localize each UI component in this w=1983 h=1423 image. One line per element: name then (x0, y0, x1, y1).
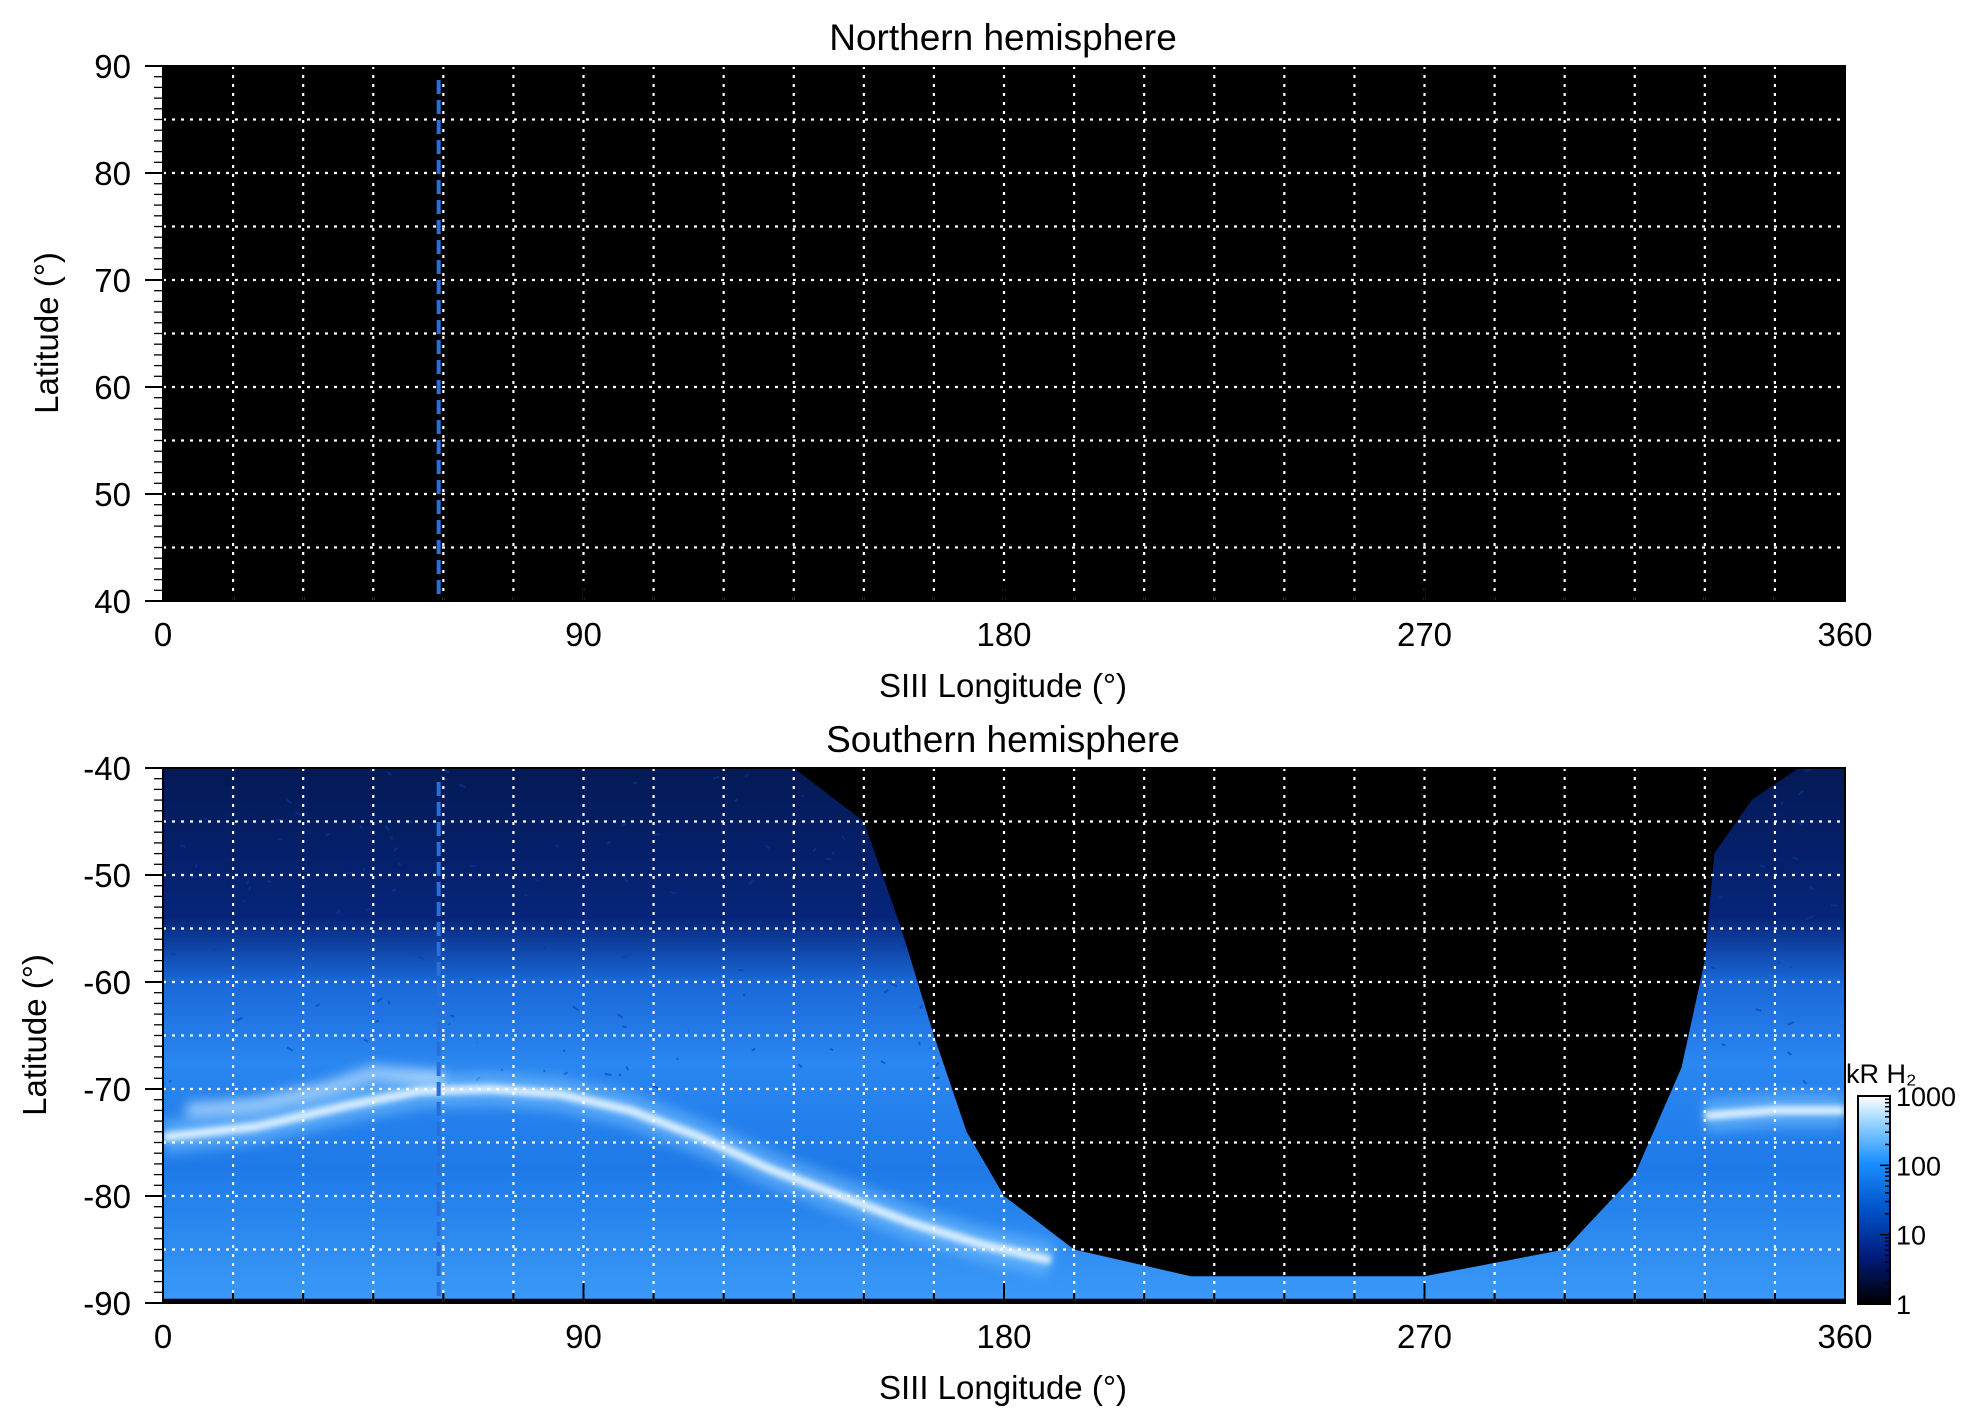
y-tick-label: -40 (83, 750, 131, 787)
x-tick-label: 180 (976, 1318, 1031, 1355)
north-title: Northern hemisphere (829, 17, 1177, 58)
y-tick-label: 60 (94, 369, 131, 406)
north-axes: 0 90 180 270 360 40 50 60 70 80 90 (94, 48, 1872, 653)
north-ylabel: Latitude (°) (28, 252, 65, 414)
north-xlabel: SIII Longitude (°) (879, 667, 1127, 704)
colorbar-label: kR H₂ (1846, 1059, 1916, 1089)
south-grid (163, 768, 1845, 1303)
x-tick-label: 90 (565, 1318, 602, 1355)
x-tick-label: 0 (154, 1318, 172, 1355)
south-ylabel: Latitude (°) (16, 954, 53, 1116)
y-tick-label: -50 (83, 857, 131, 894)
y-tick-label: 90 (94, 48, 131, 85)
y-tick-label: 70 (94, 262, 131, 299)
colorbar: kR H₂ 1 10 100 1000 (1846, 1059, 1956, 1320)
colorbar-tick-label: 1000 (1896, 1082, 1956, 1112)
y-tick-label: -80 (83, 1178, 131, 1215)
colorbar-tick-label: 10 (1896, 1221, 1926, 1251)
south-panel: Southern hemisphere 0 90 180 270 360 -40 -50 -6… (16, 719, 1873, 1406)
y-tick-label: -60 (83, 964, 131, 1001)
x-tick-label: 270 (1397, 1318, 1452, 1355)
y-tick-label: -70 (83, 1071, 131, 1108)
y-tick-label: 40 (94, 583, 131, 620)
south-xlabel: SIII Longitude (°) (879, 1369, 1127, 1406)
north-grid (163, 66, 1845, 601)
south-title: Southern hemisphere (826, 719, 1180, 760)
x-tick-label: 270 (1397, 616, 1452, 653)
y-tick-label: 50 (94, 476, 131, 513)
south-unobserved-region (793, 768, 1799, 1277)
x-tick-label: 90 (565, 616, 602, 653)
y-tick-label: 80 (94, 155, 131, 192)
x-tick-label: 0 (154, 616, 172, 653)
colorbar-gradient (1857, 1095, 1891, 1305)
north-panel: Northern hemisphere 0 90 180 270 360 40 50 60 70… (28, 17, 1873, 704)
south-axes: 0 90 180 270 360 -40 -50 -60 -70 -80 -90 (83, 750, 1872, 1355)
colorbar-tick-label: 100 (1896, 1151, 1941, 1181)
colorbar-ticks: 1 10 100 1000 (1880, 1082, 1956, 1320)
x-tick-label: 180 (976, 616, 1031, 653)
colorbar-tick-label: 1 (1896, 1290, 1911, 1320)
y-tick-label: -90 (83, 1285, 131, 1322)
x-tick-label: 360 (1817, 1318, 1872, 1355)
x-tick-label: 360 (1817, 616, 1872, 653)
